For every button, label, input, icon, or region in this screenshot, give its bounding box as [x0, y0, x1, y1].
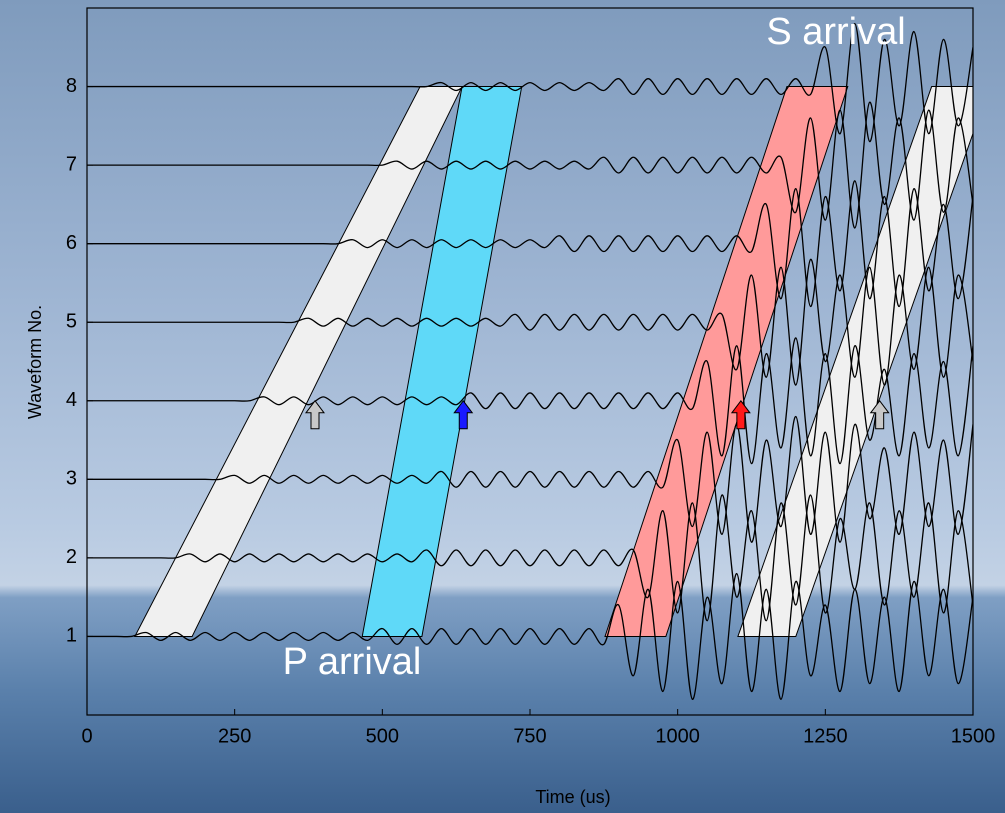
y-tick-label: 6: [66, 232, 77, 254]
y-tick-label: 1: [66, 625, 77, 647]
waveform: [87, 180, 973, 308]
waveform: [87, 101, 973, 229]
x-tick-label: 500: [366, 725, 399, 747]
pick-arrow: [304, 399, 325, 430]
x-tick-label: 1000: [655, 725, 700, 747]
axes-layer: 0 250 500 750 1000 1250 1500 1 2 3 4 5 6 7 8: [66, 75, 995, 747]
waveform: [87, 23, 973, 143]
y-tick-label: 5: [66, 311, 77, 333]
waveform: [87, 258, 973, 386]
waveform: [87, 337, 973, 465]
annotation: P arrival: [283, 641, 422, 683]
waveform: [87, 572, 973, 700]
pick-arrow: [730, 399, 751, 430]
pick-band: [604, 86, 849, 637]
annotation: S arrival: [766, 11, 905, 53]
pick-band: [737, 86, 973, 637]
pick-arrow: [869, 399, 890, 430]
x-tick-label: 1250: [803, 725, 848, 747]
x-tick-label: 1500: [951, 725, 996, 747]
y-tick-label: 2: [66, 546, 77, 568]
x-tick-label: 250: [218, 725, 251, 747]
waveform: [87, 494, 973, 622]
waveform: [87, 415, 973, 543]
y-tick-label: 3: [66, 468, 77, 490]
x-tick-label: 750: [513, 725, 546, 747]
pick-arrow: [453, 399, 474, 430]
y-tick-label: 7: [66, 153, 77, 175]
x-tick-label: 0: [81, 725, 92, 747]
y-tick-label: 8: [66, 75, 77, 97]
x-axis-title: Time (us): [535, 787, 610, 807]
lines-layer: [87, 23, 973, 700]
y-tick-label: 4: [66, 389, 77, 411]
y-axis-title: Waveform No.: [25, 305, 45, 419]
bands-layer: [134, 86, 973, 637]
arrows-layer: [304, 399, 890, 430]
